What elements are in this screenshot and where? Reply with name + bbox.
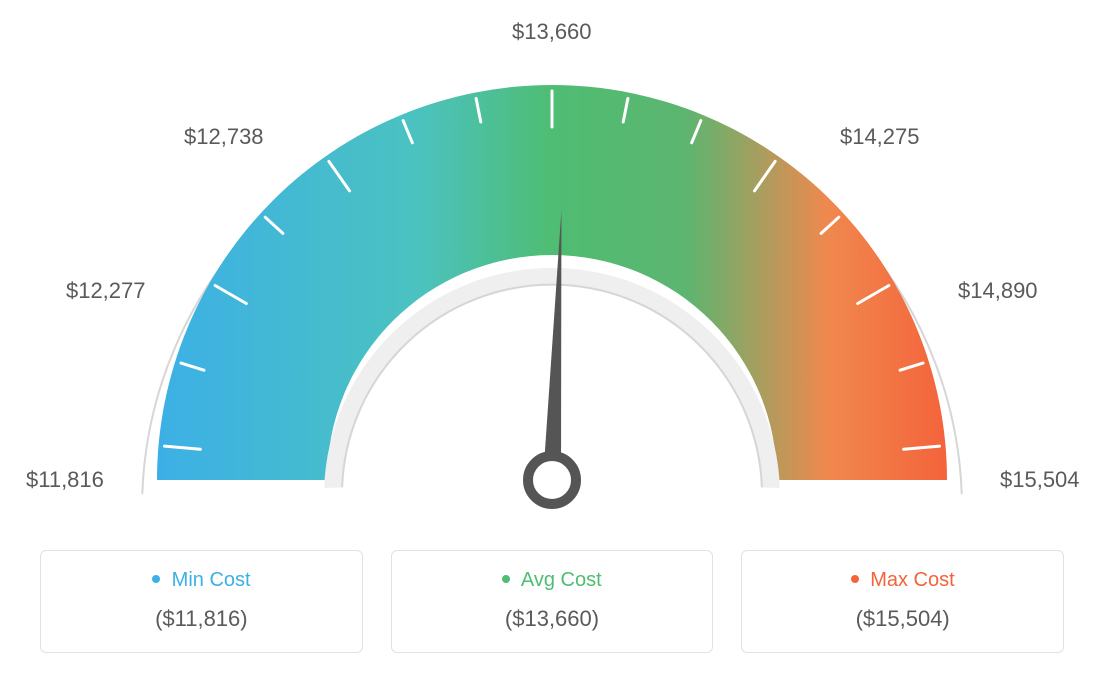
- gauge-tick-label: $13,660: [512, 19, 592, 45]
- min-cost-card: Min Cost ($11,816): [40, 550, 363, 653]
- min-dot-icon: [152, 575, 160, 583]
- gauge-tick-label: $12,277: [66, 278, 146, 304]
- min-cost-title: Min Cost: [51, 569, 352, 592]
- max-dot-icon: [851, 575, 859, 583]
- max-cost-value: ($15,504): [752, 606, 1053, 632]
- summary-cards: Min Cost ($11,816) Avg Cost ($13,660) Ma…: [0, 550, 1104, 653]
- gauge-tick-label: $15,504: [1000, 467, 1080, 493]
- gauge-svg: [0, 0, 1104, 540]
- min-cost-label: Min Cost: [172, 569, 251, 591]
- gauge-chart: $11,816 $12,277 $12,738 $13,660 $14,275 $14,8…: [0, 0, 1104, 540]
- avg-cost-value: ($13,660): [402, 606, 703, 632]
- gauge-tick-label: $14,890: [958, 278, 1038, 304]
- gauge-tick-label: $14,275: [840, 124, 920, 150]
- gauge-tick-label: $12,738: [184, 124, 264, 150]
- max-cost-card: Max Cost ($15,504): [741, 550, 1064, 653]
- min-cost-value: ($11,816): [51, 606, 352, 632]
- avg-cost-card: Avg Cost ($13,660): [391, 550, 714, 653]
- avg-cost-label: Avg Cost: [521, 569, 602, 591]
- avg-cost-title: Avg Cost: [402, 569, 703, 592]
- max-cost-label: Max Cost: [870, 569, 954, 591]
- gauge-tick-label: $11,816: [26, 467, 104, 493]
- avg-dot-icon: [502, 575, 510, 583]
- max-cost-title: Max Cost: [752, 569, 1053, 592]
